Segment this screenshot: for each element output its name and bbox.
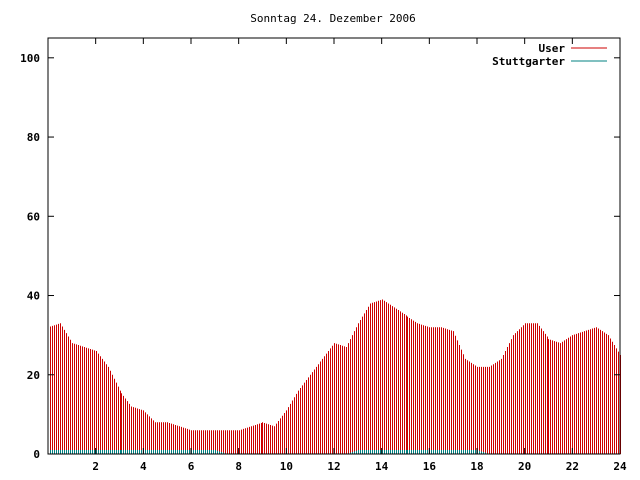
series-stuttgarter-bars bbox=[50, 450, 488, 454]
y-tick-label: 60 bbox=[27, 210, 40, 223]
x-tick-label: 18 bbox=[470, 460, 483, 473]
series-user-bars bbox=[50, 299, 621, 454]
x-tick-label: 16 bbox=[423, 460, 437, 473]
x-tick-label: 24 bbox=[613, 460, 627, 473]
y-tick-label: 20 bbox=[27, 369, 40, 382]
y-tick-label: 100 bbox=[20, 52, 40, 65]
legend: User Stuttgarter bbox=[492, 42, 607, 68]
x-axis: 2 4 6 8 10 12 14 16 18 20 22 24 bbox=[92, 38, 627, 473]
x-tick-label: 2 bbox=[92, 460, 99, 473]
legend-label-user: User bbox=[539, 42, 566, 55]
x-tick-label: 8 bbox=[235, 460, 242, 473]
x-tick-label: 20 bbox=[518, 460, 531, 473]
y-tick-label: 80 bbox=[27, 131, 40, 144]
x-tick-label: 12 bbox=[327, 460, 340, 473]
x-tick-label: 10 bbox=[280, 460, 293, 473]
y-tick-label: 0 bbox=[33, 448, 40, 461]
x-tick-label: 14 bbox=[375, 460, 389, 473]
chart-title: Sonntag 24. Dezember 2006 bbox=[250, 12, 416, 25]
x-tick-label: 6 bbox=[188, 460, 195, 473]
y-axis: 0 20 40 60 80 100 bbox=[20, 52, 620, 461]
legend-label-stuttgarter: Stuttgarter bbox=[492, 55, 565, 68]
x-tick-label: 22 bbox=[566, 460, 579, 473]
y-tick-label: 40 bbox=[27, 290, 40, 303]
x-tick-label: 4 bbox=[140, 460, 147, 473]
